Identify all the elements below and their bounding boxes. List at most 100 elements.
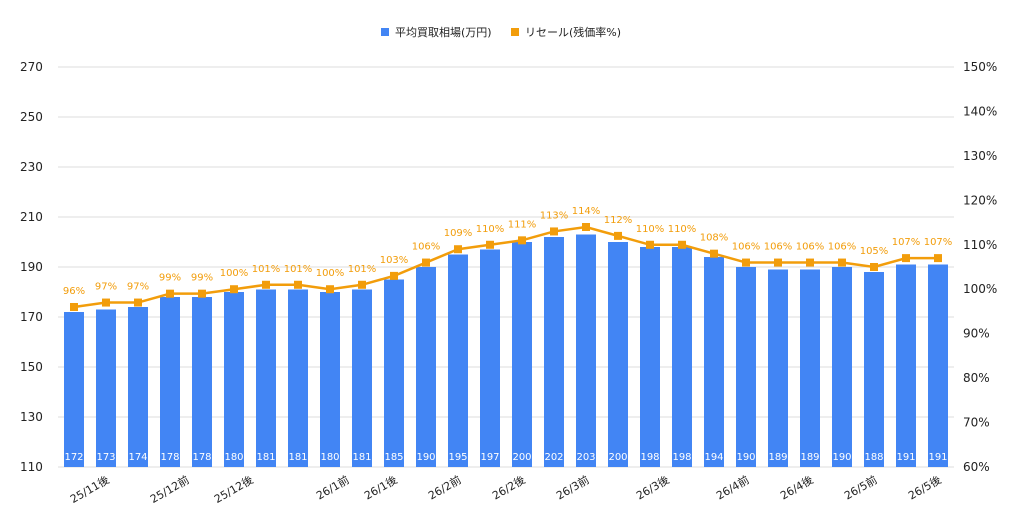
- bar-value-label: 198: [672, 452, 691, 463]
- y-left-tick-label: 130: [20, 410, 43, 424]
- line-value-label: 110%: [476, 224, 505, 235]
- y-right-tick-label: 120%: [963, 193, 997, 207]
- bar-value-label: 190: [416, 452, 435, 463]
- bar: [192, 297, 212, 467]
- line-value-label: 99%: [191, 273, 213, 284]
- legend-swatch-line: [511, 28, 519, 36]
- bar: [512, 242, 532, 467]
- bar-series: [64, 234, 948, 467]
- bar: [128, 307, 148, 467]
- line-point: [518, 236, 526, 245]
- line-point: [230, 285, 238, 294]
- line-value-label: 110%: [668, 224, 697, 235]
- bar: [288, 289, 308, 467]
- bar: [832, 267, 852, 467]
- line-value-label: 105%: [860, 246, 889, 257]
- line-point: [102, 298, 110, 307]
- bar-value-label: 190: [832, 452, 851, 463]
- y-right-tick-label: 60%: [963, 460, 990, 474]
- bar: [384, 279, 404, 467]
- bar-value-label: 200: [512, 452, 531, 463]
- line-labels: 96% 97% 97%99% 99% 100% 101% 101% 100% 101%103%1…: [63, 206, 952, 297]
- line-point: [870, 263, 878, 271]
- y-right-tick-label: 150%: [963, 60, 997, 74]
- bar: [608, 242, 628, 467]
- bar: [256, 289, 276, 467]
- x-axis: 25/11後 25/12前 25/12後 26/1前 26/1後 26/2前 26/2後 26…: [68, 472, 944, 505]
- bar-value-label: 198: [640, 452, 659, 463]
- bar-value-label: 173: [96, 452, 115, 463]
- bar: [672, 247, 692, 467]
- resale-line: [73, 225, 938, 309]
- line-value-label: 100%: [316, 268, 345, 279]
- line-value-label: 106%: [828, 242, 857, 253]
- line-point: [550, 227, 558, 236]
- line-point: [774, 258, 782, 267]
- y-right-tick-label: 90%: [963, 327, 990, 341]
- y-right-tick-label: 130%: [963, 149, 997, 163]
- bar-value-label: 181: [256, 452, 275, 463]
- bar: [704, 257, 724, 467]
- bar-value-label: 172: [64, 452, 83, 463]
- x-tick-label: 26/3前: [554, 472, 592, 502]
- bar: [896, 264, 916, 467]
- x-tick-label: 26/5前: [842, 472, 880, 502]
- line-value-label: 101%: [348, 264, 377, 275]
- bar-value-label: 180: [224, 452, 243, 463]
- x-tick-label: 25/12後: [212, 472, 256, 505]
- y-left-tick-label: 110: [20, 460, 43, 474]
- line-value-label: 97%: [95, 282, 117, 293]
- line-value-label: 97%: [127, 282, 149, 293]
- bar: [320, 292, 340, 467]
- x-tick-label: 26/4後: [778, 472, 816, 502]
- bar: [448, 254, 468, 467]
- bar-value-label: 188: [864, 452, 883, 463]
- bar-value-label: 190: [736, 452, 755, 463]
- line-value-label: 113%: [540, 210, 569, 221]
- bar-value-label: 202: [544, 452, 563, 463]
- line-point: [358, 280, 366, 289]
- bar-value-label: 191: [928, 452, 947, 463]
- bar: [160, 297, 180, 467]
- line-value-label: 114%: [572, 206, 601, 217]
- line-point: [934, 254, 942, 263]
- y-axis-left: 110 130 150 170 190 210 230 250 270: [20, 60, 43, 474]
- y-right-tick-label: 140%: [963, 104, 997, 118]
- y-right-tick-label: 110%: [963, 238, 997, 252]
- bar-value-label: 185: [384, 452, 403, 463]
- line-point: [422, 258, 430, 267]
- bar: [736, 267, 756, 467]
- bar-value-label: 181: [352, 452, 371, 463]
- bar-value-label: 189: [800, 452, 819, 463]
- bar-value-label: 180: [320, 452, 339, 463]
- legend: 平均買取相場(万円) リセール(残価率%): [381, 25, 621, 39]
- bar-value-label: 200: [608, 452, 627, 463]
- line-value-label: 111%: [508, 219, 537, 230]
- y-right-tick-label: 80%: [963, 371, 990, 385]
- line-value-label: 106%: [412, 242, 441, 253]
- line-point: [70, 303, 78, 311]
- y-left-tick-label: 190: [20, 260, 43, 274]
- line-value-label: 103%: [380, 255, 409, 266]
- line-point: [166, 289, 174, 298]
- line-point: [486, 240, 494, 249]
- bar: [416, 267, 436, 467]
- legend-swatch-bar: [381, 28, 389, 36]
- legend-label-line: リセール(残価率%): [525, 25, 621, 39]
- line-series: [70, 223, 942, 311]
- x-tick-label: 26/2前: [426, 472, 464, 502]
- bar-value-label: 178: [192, 452, 211, 463]
- line-value-label: 101%: [252, 264, 281, 275]
- x-tick-label: 26/1前: [314, 472, 352, 502]
- x-tick-label: 25/12前: [148, 472, 192, 505]
- line-point: [198, 289, 206, 298]
- line-value-label: 112%: [604, 215, 633, 226]
- bar-value-label: 181: [288, 452, 307, 463]
- bar: [96, 309, 116, 467]
- line-value-label: 101%: [284, 264, 313, 275]
- line-point: [710, 249, 718, 258]
- bar-value-label: 195: [448, 452, 467, 463]
- line-value-label: 96%: [63, 286, 85, 297]
- bar-value-label: 174: [128, 452, 147, 463]
